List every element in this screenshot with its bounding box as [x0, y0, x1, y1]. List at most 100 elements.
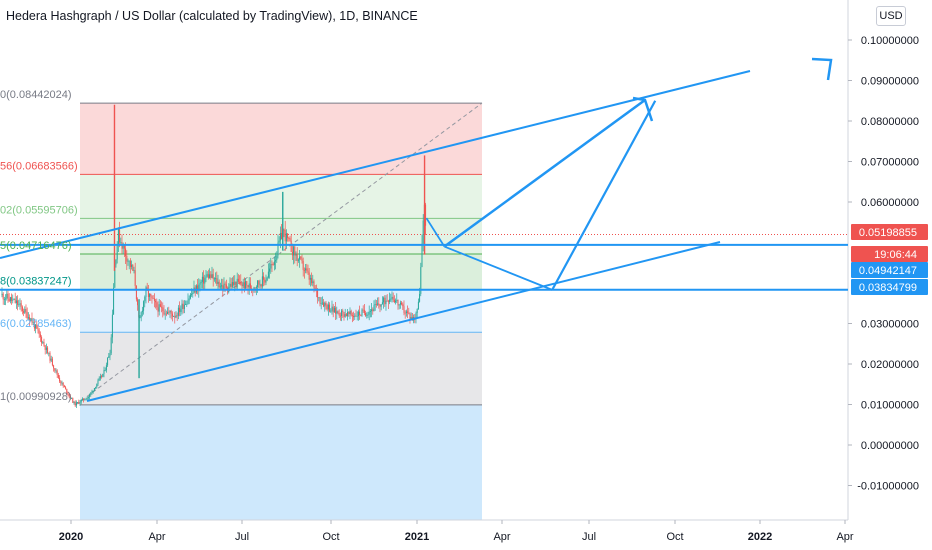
candle-body: [305, 268, 307, 271]
candle-body: [324, 302, 326, 307]
fib-label: 56(0.06683566): [0, 160, 78, 172]
candle-body: [331, 306, 333, 311]
candle-body: [248, 283, 250, 288]
candle-body: [74, 401, 76, 406]
candle-body: [7, 293, 9, 299]
candle-body: [111, 314, 113, 338]
candle-body: [159, 304, 161, 307]
candle-body: [260, 284, 262, 287]
candle-body: [180, 309, 182, 313]
candle-body: [216, 278, 218, 284]
candle-body: [417, 301, 419, 310]
candle-body: [102, 373, 104, 377]
candle-body: [198, 284, 200, 291]
candle-body: [177, 307, 179, 316]
candle-body: [176, 315, 178, 317]
candle-body: [312, 281, 314, 284]
candle-body: [13, 298, 15, 300]
candle-body: [120, 242, 122, 244]
candle-body: [110, 337, 112, 354]
price-tick-label: 0.00000000: [861, 440, 919, 452]
candle-body: [325, 302, 327, 305]
candle-body: [116, 245, 118, 260]
candle-body: [270, 264, 272, 269]
candle-body: [240, 281, 242, 285]
candle-body: [380, 304, 382, 307]
candle-body: [31, 318, 33, 323]
candle-body: [397, 299, 399, 306]
candle-body: [398, 304, 400, 306]
candle-body: [414, 317, 416, 318]
candle-body: [204, 278, 206, 284]
candle-body: [289, 238, 291, 241]
candle-body: [169, 311, 171, 312]
currency-button[interactable]: USD: [876, 6, 906, 26]
candle-body: [247, 285, 249, 288]
candle-body: [78, 402, 80, 404]
candle-body: [266, 277, 268, 281]
candle-body: [367, 314, 369, 316]
projection-up-line: [443, 98, 646, 248]
candle-body: [132, 264, 134, 271]
candle-body: [188, 298, 190, 301]
candle-body: [234, 281, 236, 285]
candle-body: [230, 283, 232, 287]
candle-body: [410, 317, 412, 319]
candle-body: [210, 274, 212, 278]
candle-body: [20, 303, 22, 307]
candle-body: [375, 304, 377, 305]
candle-body: [23, 311, 25, 313]
candle-body: [67, 392, 69, 395]
fib-label: 1(0.00990928): [0, 391, 72, 403]
candle-body: [361, 309, 363, 316]
candle-body: [384, 297, 386, 305]
candle-body: [371, 309, 373, 312]
candle-body: [326, 304, 328, 310]
candle-body: [327, 304, 329, 310]
candle-body: [290, 240, 292, 252]
candle-body: [81, 398, 83, 401]
candle-body: [107, 357, 109, 366]
candle-body: [359, 311, 361, 316]
candle-body: [77, 402, 79, 403]
candle-body: [105, 365, 107, 371]
candle-body: [161, 306, 163, 308]
price-tag-label: 0.04942147: [859, 265, 917, 277]
candle-body: [377, 303, 379, 305]
price-tag-label: 0.05198855: [859, 227, 917, 239]
candle-body: [285, 233, 287, 242]
candle-body: [39, 334, 41, 338]
candle-body: [197, 285, 199, 291]
candle-body: [101, 376, 103, 378]
candle-body: [246, 281, 248, 286]
candle-body: [335, 307, 337, 314]
candle-body: [173, 316, 175, 317]
candle-body: [26, 311, 28, 319]
candle-body: [342, 310, 344, 312]
candle-body: [37, 328, 39, 331]
candle-body: [387, 301, 389, 303]
candle-body: [8, 298, 10, 302]
candle-body: [140, 312, 142, 318]
candle-body: [55, 370, 57, 372]
candle-body: [402, 304, 404, 307]
upper-channel-line: [0, 70, 751, 259]
candle-body: [242, 282, 244, 287]
candle-body: [277, 242, 279, 256]
candle-body: [83, 398, 85, 401]
fib-zone: [80, 174, 482, 219]
candle-body: [187, 300, 189, 304]
candle-body: [409, 313, 411, 319]
candle-body: [85, 399, 87, 401]
time-tick-label: 2020: [59, 531, 83, 543]
candle-body: [97, 380, 99, 385]
candle-body: [201, 276, 203, 282]
candle-body: [21, 306, 23, 312]
candle-body: [6, 293, 8, 299]
candle-body: [57, 375, 59, 378]
candle-body: [199, 283, 201, 285]
candle-body: [49, 352, 51, 361]
candle-body: [98, 378, 100, 381]
